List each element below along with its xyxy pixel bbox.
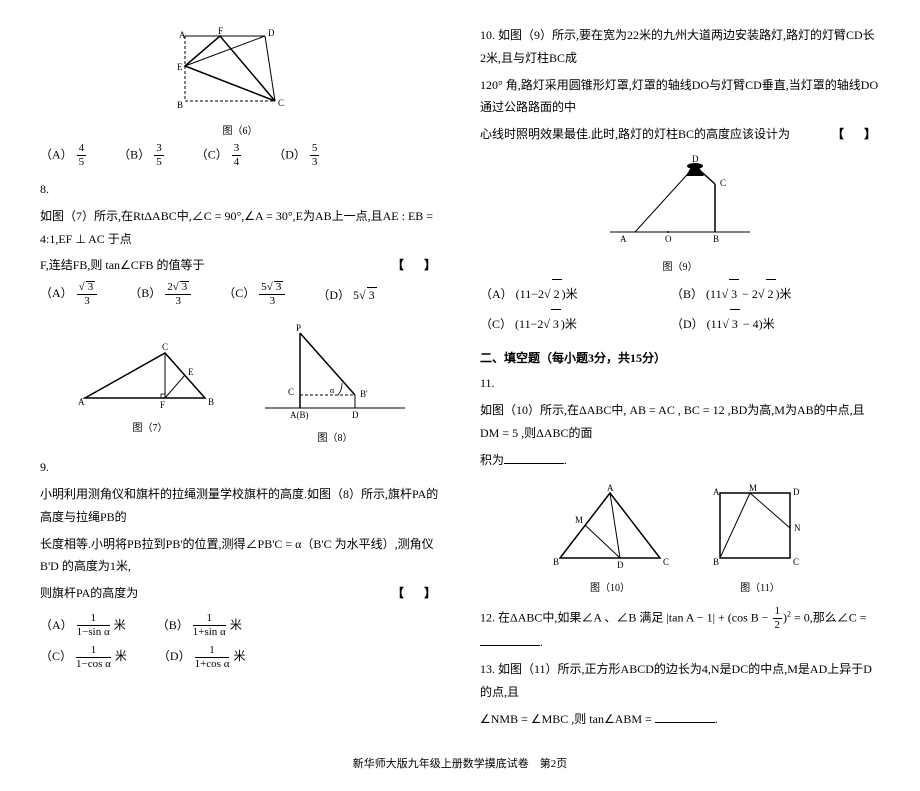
q11-text2: 积为. [480, 449, 880, 472]
svg-text:B: B [177, 100, 183, 110]
figure-7: A C F E B 图（7） [70, 323, 230, 444]
q11-text1: 如图（10）所示,在ΔABC中, AB = AC , BC = 12 ,BD为高… [480, 399, 880, 445]
q8-opt-c: （C） 5√33 [223, 281, 286, 307]
q10-bracket: 【 】 [832, 123, 880, 146]
q10-line2: 120° 角,路灯采用圆锥形灯罩,灯罩的轴线DO与灯臂CD垂直,当灯罩的轴线DO… [480, 74, 880, 120]
q8-opt-b: （B） 2√33 [129, 281, 192, 307]
svg-text:B: B [553, 557, 559, 567]
q8-options: （A） √33 （B） 2√33 （C） 5√33 （D） 5√3 [40, 281, 440, 307]
figures-10-11: A B D C M 图（10） A M D N B C [480, 477, 880, 600]
q13-blank [655, 710, 715, 723]
svg-text:N: N [794, 523, 801, 533]
figure-11: A M D N B C 图（11） [705, 483, 815, 594]
q9-options: （A） 11−sin α 米 （B） 11+sin α 米 （C） 11−cos… [40, 609, 440, 673]
svg-text:B: B [713, 234, 719, 244]
q12: 12. 在ΔABC中,如果∠A 、∠B 满足 |tan A − 1| + (co… [480, 606, 880, 654]
figure-9: A O B C D 图（9） [480, 152, 880, 273]
q7-opt-c: （C） 34 [196, 143, 243, 168]
q7-opt-d: （D） 53 [273, 143, 320, 168]
q8-opt-d: （D） 5√3 [317, 286, 376, 303]
svg-text:A: A [607, 483, 614, 493]
q13-line1: 13. 如图（11）所示,正方形ABCD的边长为4,N是DC的中点,M是AD上异… [480, 658, 880, 704]
q12-blank [480, 633, 540, 646]
q7-opt-b: （B） 35 [118, 143, 165, 168]
q10-opt-b: （B） (11√3 − 2√2)米 [671, 279, 792, 309]
svg-text:C: C [278, 98, 284, 108]
q7-opt-a: （A） 45 [40, 143, 87, 168]
svg-text:C: C [288, 387, 294, 397]
svg-text:A: A [713, 487, 720, 497]
q8-text1: 如图（7）所示,在RtΔABC中,∠C = 90°,∠A = 30°,E为AB上… [40, 205, 440, 251]
q9-number: 9. [40, 456, 440, 479]
q9-opt-b: （B） 11+sin α 米 [157, 610, 242, 641]
svg-text:D: D [617, 560, 624, 570]
q9-text3: 则旗杆PA的高度为 【 】 [40, 582, 440, 605]
q10-options: （A） (11−2√2)米 （B） (11√3 − 2√2)米 （C） (11−… [480, 279, 880, 339]
figures-7-8: A C F E B 图（7） P C α [40, 317, 440, 450]
svg-text:D: D [793, 487, 800, 497]
q9-bracket: 【 】 [392, 582, 440, 605]
svg-text:F: F [218, 26, 223, 36]
svg-text:A: A [179, 30, 186, 40]
svg-text:D: D [268, 28, 275, 38]
figure-8: P C α B' A(B) D 图（8） [260, 323, 410, 444]
svg-text:A: A [620, 234, 627, 244]
svg-text:C: C [720, 178, 726, 188]
q13-line2: ∠NMB = ∠MBC ,则 tan∠ABM = . [480, 708, 880, 731]
q8-bracket: 【 】 [392, 254, 440, 277]
q10-line1: 10. 如图（9）所示,要在宽为22米的九州大道两边安装路灯,路灯的灯臂CD长2… [480, 24, 880, 70]
q7-options: （A） 45 （B） 35 （C） 34 （D） 53 [40, 143, 440, 168]
q9-text2: 长度相等.小明将PB拉到PB'的位置,测得∠PB'C = α（B'C 为水平线）… [40, 533, 440, 579]
svg-text:A(B): A(B) [290, 410, 309, 420]
svg-text:B: B [208, 397, 214, 407]
section-2-title: 二、填空题（每小题3分，共15分） [480, 349, 880, 366]
q10-line3: 心线时照明效果最佳.此时,路灯的灯柱BC的高度应该设计为 【 】 [480, 123, 880, 146]
q9-opt-c: （C） 11−cos α 米 [40, 641, 127, 672]
svg-text:A: A [78, 397, 85, 407]
q8-number: 8. [40, 178, 440, 201]
svg-text:P: P [296, 323, 301, 333]
svg-text:E: E [177, 62, 183, 72]
q10-opt-c: （C） (11−2√3)米 [480, 309, 640, 339]
svg-text:M: M [575, 515, 583, 525]
svg-text:C: C [162, 342, 168, 352]
left-column: A F D E B C 图（6） （A） 45 （B） 35 （C） 34 （D… [40, 20, 440, 735]
svg-text:D: D [352, 410, 359, 420]
svg-text:B: B [713, 557, 719, 567]
q10-opt-d: （D） (11√3 − 4)米 [671, 309, 775, 339]
svg-text:F: F [160, 400, 165, 410]
q9-text1: 小明利用测角仪和旗杆的拉绳测量学校旗杆的高度.如图（8）所示,旗杆PA的高度与拉… [40, 483, 440, 529]
svg-text:C: C [663, 557, 669, 567]
svg-text:E: E [188, 367, 194, 377]
svg-text:α: α [330, 386, 335, 395]
right-column: 10. 如图（9）所示,要在宽为22米的九州大道两边安装路灯,路灯的灯臂CD长2… [480, 20, 880, 735]
q11-blank [504, 451, 564, 464]
q8-text2: F,连结FB,则 tan∠CFB 的值等于 【 】 [40, 254, 440, 277]
svg-text:O: O [665, 234, 672, 244]
figure-10: A B D C M 图（10） [545, 483, 675, 594]
svg-text:B': B' [360, 389, 368, 399]
page-footer: 新华师大版九年级上册数学摸底试卷 第2页 [40, 755, 880, 771]
svg-text:C: C [793, 557, 799, 567]
figure-6: A F D E B C 图（6） [40, 26, 440, 137]
svg-text:M: M [749, 483, 757, 493]
fig6-caption: 图（6） [40, 122, 440, 137]
q10-opt-a: （A） (11−2√2)米 [480, 279, 640, 309]
svg-text:D: D [692, 154, 699, 164]
q9-opt-d: （D） 11+cos α 米 [158, 641, 246, 672]
q9-opt-a: （A） 11−sin α 米 [40, 610, 126, 641]
q8-opt-a: （A） √33 [40, 281, 98, 307]
q11-number: 11. [480, 372, 880, 395]
